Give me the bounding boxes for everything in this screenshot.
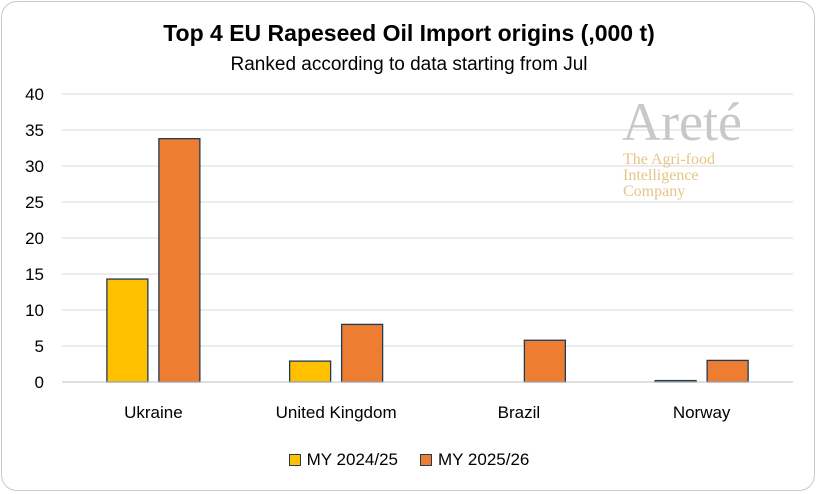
legend-swatch-series-2 [420,454,432,466]
legend-label-series-2: MY 2025/26 [438,450,530,469]
bars [62,137,793,383]
legend-item-series-2: MY 2025/26 [420,450,529,470]
y-tick-label: 0 [35,373,44,392]
legend-item-series-1: MY 2024/25 [288,450,398,470]
y-tick-label: 15 [25,265,44,284]
chart-subtitle: Ranked according to data starting from J… [230,54,588,75]
y-tick-label: 40 [25,85,44,104]
legend-swatch-series-1 [288,454,301,466]
x-tick-label: Ukraine [124,403,183,422]
y-tick-label: 20 [25,229,44,248]
bar-united-kingdom-series-2 [340,323,384,383]
y-tick-label: 35 [25,121,44,140]
arete-watermark: Areté The Agri-food Intelligence Company [622,92,742,200]
y-tick-label: 5 [35,337,44,356]
y-axis-ticks: 0 5 10 15 20 25 30 35 40 [25,85,44,392]
watermark-tagline-3: Company [623,183,685,200]
bar-norway-series-2 [706,359,749,383]
legend-label-series-1: MY 2024/25 [306,450,398,469]
bar-united-kingdom-series-1 [288,360,332,383]
x-tick-label: Norway [673,403,731,422]
legend: MY 2024/25 MY 2025/26 [0,450,818,470]
y-tick-label: 25 [25,193,44,212]
bar-ukraine-series-2 [158,137,201,383]
x-tick-label: United Kingdom [276,403,397,422]
bar-ukraine-series-1 [106,278,149,383]
bar-brazil-series-2 [523,339,567,383]
watermark-name: Areté [622,92,742,152]
y-tick-label: 10 [25,301,44,320]
x-tick-label: Brazil [498,403,541,422]
watermark-tagline-2: Intelligence [623,167,699,184]
x-axis-labels: Ukraine United Kingdom Brazil Norway [124,403,731,422]
chart-title: Top 4 EU Rapeseed Oil Import origins (,0… [163,20,655,46]
y-tick-label: 30 [25,157,44,176]
watermark-tagline-1: The Agri-food [623,151,715,168]
